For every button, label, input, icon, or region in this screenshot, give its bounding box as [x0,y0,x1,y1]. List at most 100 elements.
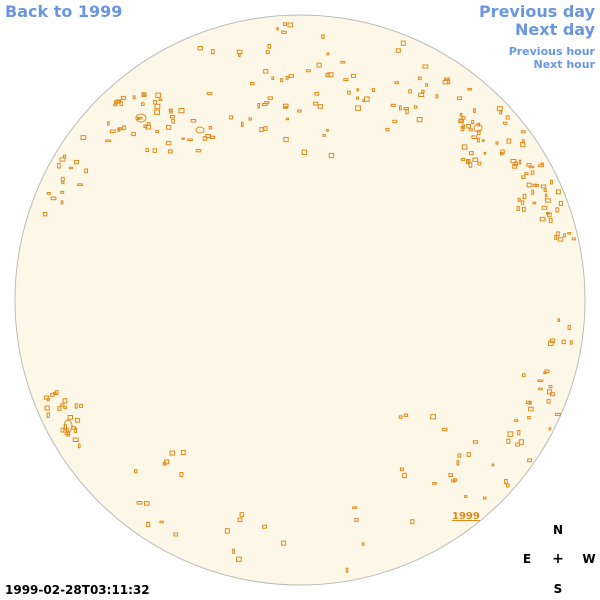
solar-feature-mark [364,96,370,102]
solar-feature-mark [522,193,527,200]
solar-feature-mark [514,419,519,422]
solar-feature-mark [555,189,561,195]
solar-feature-mark [63,405,67,410]
solar-feature-loop [63,419,73,433]
solar-feature-mark [416,117,423,123]
previous-day-link[interactable]: Previous day [478,2,595,21]
solar-feature-mark [285,117,289,121]
solar-feature-mark [77,183,83,187]
solar-feature-mark [132,95,136,100]
solar-feature-mark [265,50,270,55]
solar-feature-mark [418,76,422,81]
solar-feature-mark [534,184,540,187]
next-hour-link[interactable]: Next hour [533,58,596,71]
solar-feature-mark [516,205,520,211]
solar-feature-mark [405,108,409,115]
solar-feature-mark [152,148,157,153]
solar-feature-mark [520,130,526,134]
solar-feature-mark [556,231,560,237]
solar-feature-mark [105,139,112,143]
solar-feature-mark [169,450,175,456]
solar-feature-mark [548,427,552,431]
solar-feature-mark [168,108,173,112]
solar-feature-mark [57,162,61,169]
solar-feature-mark [541,205,548,210]
solar-feature-mark [236,556,242,562]
solar-feature-mark [352,506,358,509]
solar-feature-mark [306,69,311,73]
solar-feature-mark [544,198,551,203]
solar-feature-mark [410,519,415,525]
solar-feature-mark [328,152,335,159]
solar-feature-mark [531,189,535,195]
back-to-year-link[interactable]: Back to 1999 [5,2,123,21]
solar-feature-mark [322,134,326,137]
solar-feature-mark [466,452,471,457]
solar-feature-mark [170,115,175,119]
solar-feature-mark [550,338,556,343]
solar-feature-mark [283,137,289,143]
solar-feature-mark [313,101,319,106]
solar-feature-mark [229,115,234,120]
solar-feature-mark [43,395,50,400]
solar-feature-mark [515,442,520,447]
solar-feature-mark [232,548,235,554]
solar-feature-mark [345,567,349,573]
solar-feature-mark [50,196,57,201]
solar-feature-mark [340,60,346,64]
solar-feature-mark [195,149,202,153]
solar-feature-mark [44,405,50,411]
solar-feature-mark [146,521,151,527]
solar-feature-mark [495,141,499,145]
solar-feature-mark [524,172,529,176]
solar-feature-mark [460,126,465,132]
solar-feature-mark [57,406,62,411]
solar-feature-mark [190,119,197,123]
solar-feature-mark [504,479,508,485]
solar-feature-mark [543,188,547,193]
solar-feature-mark [158,98,163,102]
solar-feature-mark [540,184,547,189]
solar-feature-mark [442,80,449,85]
solar-feature-mark [63,154,67,158]
solar-feature-mark [460,158,466,161]
solar-feature-mark [361,542,365,546]
solar-feature-mark [408,89,412,94]
solar-feature-mark [521,175,526,179]
solar-feature-mark [263,69,269,74]
solar-feature-mark [141,102,145,106]
solar-feature-mark [164,459,170,465]
previous-hour-link[interactable]: Previous hour [508,45,595,58]
solar-feature-mark [257,103,261,109]
solar-feature-mark [143,124,148,128]
solar-feature-mark [141,92,147,98]
solar-feature-mark [62,398,68,404]
solar-feature-mark [271,76,275,81]
solar-feature-mark [288,74,295,78]
solar-feature-mark [144,501,150,506]
solar-feature-mark [398,415,403,419]
year-link[interactable]: 1999 [452,511,480,522]
solar-feature-mark [457,453,462,458]
solar-feature-mark [522,206,526,212]
solar-feature-mark [555,207,560,213]
solar-feature-mark [107,121,110,126]
solar-feature-mark [281,540,287,546]
next-day-link[interactable]: Next day [515,20,595,39]
solar-feature-mark [385,127,390,132]
solar-feature-mark [122,125,126,131]
solar-feature-mark [457,96,462,101]
solar-feature-mark [297,109,302,113]
solar-feature-mark [355,105,361,111]
solar-feature-mark [461,144,468,150]
solar-feature-mark [522,373,526,378]
solar-feature-mark [267,96,273,100]
solar-feature-mark [399,467,404,471]
solar-feature-mark [206,92,213,96]
solar-feature-mark [512,164,518,169]
solar-feature-mark [432,482,437,485]
solar-feature-mark [356,88,360,92]
solar-feature-mark [180,449,186,455]
solar-feature-mark [483,496,487,500]
solar-feature-mark [555,412,561,416]
